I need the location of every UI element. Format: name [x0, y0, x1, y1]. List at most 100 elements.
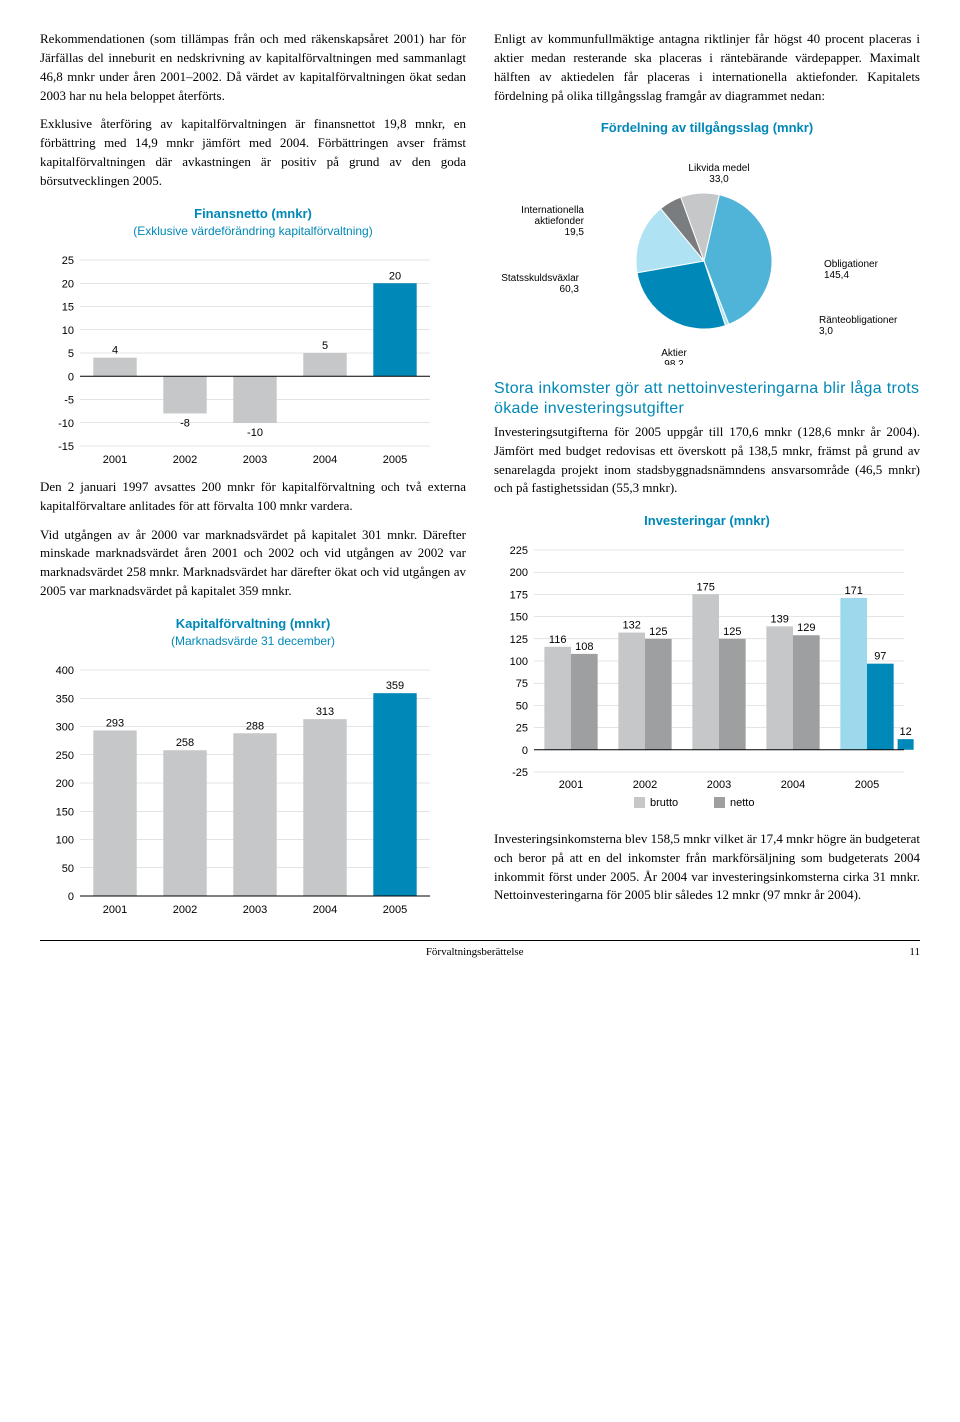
- svg-text:175: 175: [510, 589, 528, 601]
- svg-text:5: 5: [68, 348, 74, 360]
- svg-text:Aktier: Aktier: [661, 348, 687, 359]
- svg-text:2004: 2004: [313, 454, 337, 466]
- svg-text:2005: 2005: [383, 454, 407, 466]
- fordelning-pie-chart: Likvida medel33,0 Obligationer145,4 Ränteo…: [494, 145, 920, 365]
- svg-text:139: 139: [771, 613, 789, 625]
- svg-text:25: 25: [516, 722, 528, 734]
- chart3-title: Investeringar (mnkr): [494, 512, 920, 530]
- svg-text:2001: 2001: [559, 779, 583, 791]
- svg-text:125: 125: [510, 634, 528, 646]
- svg-text:60,3: 60,3: [560, 284, 580, 295]
- svg-text:2003: 2003: [243, 454, 267, 466]
- chart1-title: Finansnetto (mnkr) (Exklusive värdeförän…: [40, 205, 466, 240]
- svg-text:0: 0: [68, 371, 74, 383]
- svg-text:4: 4: [112, 344, 118, 356]
- svg-text:brutto: brutto: [650, 797, 678, 809]
- footer-page: 11: [909, 945, 920, 961]
- svg-text:-8: -8: [180, 417, 190, 429]
- svg-text:50: 50: [516, 700, 528, 712]
- right-column: Enligt av kommunfullmäktige antagna rikt…: [494, 30, 920, 918]
- svg-text:171: 171: [845, 585, 863, 597]
- svg-text:2005: 2005: [383, 904, 407, 916]
- svg-text:-10: -10: [58, 418, 74, 430]
- svg-text:125: 125: [649, 626, 667, 638]
- svg-text:108: 108: [575, 641, 593, 653]
- svg-text:2004: 2004: [313, 904, 337, 916]
- svg-text:100: 100: [510, 656, 528, 668]
- svg-text:100: 100: [56, 835, 74, 847]
- svg-text:129: 129: [797, 622, 815, 634]
- svg-text:Obligationer: Obligationer: [824, 259, 879, 270]
- svg-text:359: 359: [386, 680, 404, 692]
- svg-text:25: 25: [62, 255, 74, 267]
- svg-text:aktiefonder: aktiefonder: [535, 216, 585, 227]
- svg-text:20: 20: [389, 270, 401, 282]
- svg-text:225: 225: [510, 545, 528, 557]
- svg-text:2002: 2002: [633, 779, 657, 791]
- investeringar-chart: -25 0 25 50 75 100 125 150 175 200 225 116 108 132 125…: [494, 538, 920, 818]
- svg-text:250: 250: [56, 750, 74, 762]
- svg-text:98,2: 98,2: [664, 359, 684, 365]
- svg-text:2001: 2001: [103, 904, 127, 916]
- right-para-2: Investeringsutgifterna för 2005 uppgår t…: [494, 423, 920, 498]
- svg-text:2004: 2004: [781, 779, 805, 791]
- left-para-2: Exklusive återföring av kapitalförvaltni…: [40, 115, 466, 190]
- svg-text:258: 258: [176, 737, 194, 749]
- footer-center: Förvaltningsberättelse: [426, 945, 524, 961]
- svg-text:2003: 2003: [707, 779, 731, 791]
- svg-text:2001: 2001: [103, 454, 127, 466]
- chart2-title: Kapitalförvaltning (mnkr) (Marknadsvärde…: [40, 615, 466, 650]
- svg-text:350: 350: [56, 693, 74, 705]
- kapitalforvaltning-chart: 0501001502002503003504002932582883133592…: [40, 658, 466, 918]
- svg-text:19,5: 19,5: [565, 227, 585, 238]
- finansnetto-chart: -15 -10 -5 0 5 10 15 20 25 4 -8 -10 5 20 2001 2002 2003 2…: [40, 248, 466, 468]
- svg-text:Internationella: Internationella: [521, 205, 584, 216]
- section-heading: Stora inkomster gör att nettoinvestering…: [494, 379, 920, 419]
- svg-text:200: 200: [56, 778, 74, 790]
- svg-text:netto: netto: [730, 797, 754, 809]
- svg-text:400: 400: [56, 665, 74, 677]
- svg-text:33,0: 33,0: [709, 174, 729, 185]
- svg-text:10: 10: [62, 325, 74, 337]
- svg-text:Ränteobligationer: Ränteobligationer: [819, 315, 898, 326]
- left-para-4: Vid utgången av år 2000 var marknadsvärd…: [40, 526, 466, 601]
- svg-text:288: 288: [246, 720, 264, 732]
- left-para-1: Rekommendationen (som tillämpas från och…: [40, 30, 466, 105]
- svg-text:150: 150: [510, 611, 528, 623]
- svg-text:20: 20: [62, 278, 74, 290]
- right-para-1: Enligt av kommunfullmäktige antagna rikt…: [494, 30, 920, 105]
- svg-text:200: 200: [510, 567, 528, 579]
- svg-text:5: 5: [322, 340, 328, 352]
- svg-text:50: 50: [62, 863, 74, 875]
- left-para-3: Den 2 januari 1997 avsattes 200 mnkr för…: [40, 478, 466, 516]
- left-column: Rekommendationen (som tillämpas från och…: [40, 30, 466, 918]
- svg-text:2003: 2003: [243, 904, 267, 916]
- svg-text:-10: -10: [247, 427, 263, 439]
- svg-text:-15: -15: [58, 441, 74, 453]
- svg-text:0: 0: [522, 745, 528, 757]
- svg-text:313: 313: [316, 706, 334, 718]
- svg-text:116: 116: [549, 634, 567, 646]
- svg-text:145,4: 145,4: [824, 270, 849, 281]
- svg-text:300: 300: [56, 722, 74, 734]
- svg-text:132: 132: [623, 619, 641, 631]
- svg-text:2005: 2005: [855, 779, 879, 791]
- right-para-3: Investeringsinkomsterna blev 158,5 mnkr …: [494, 830, 920, 905]
- svg-text:-25: -25: [512, 767, 528, 779]
- svg-text:293: 293: [106, 717, 124, 729]
- page-footer: Förvaltningsberättelse 11: [40, 940, 920, 961]
- svg-text:150: 150: [56, 806, 74, 818]
- svg-text:75: 75: [516, 678, 528, 690]
- svg-text:Statsskuldsväxlar: Statsskuldsväxlar: [501, 273, 579, 284]
- svg-text:97: 97: [874, 651, 886, 663]
- svg-text:125: 125: [723, 626, 741, 638]
- svg-text:175: 175: [697, 581, 715, 593]
- svg-text:15: 15: [62, 301, 74, 313]
- svg-text:3,0: 3,0: [819, 326, 833, 337]
- svg-text:Likvida medel: Likvida medel: [688, 163, 749, 174]
- svg-text:2002: 2002: [173, 904, 197, 916]
- pie-title: Fördelning av tillgångsslag (mnkr): [494, 119, 920, 137]
- svg-text:12: 12: [900, 726, 912, 738]
- svg-text:2002: 2002: [173, 454, 197, 466]
- svg-text:-5: -5: [64, 394, 74, 406]
